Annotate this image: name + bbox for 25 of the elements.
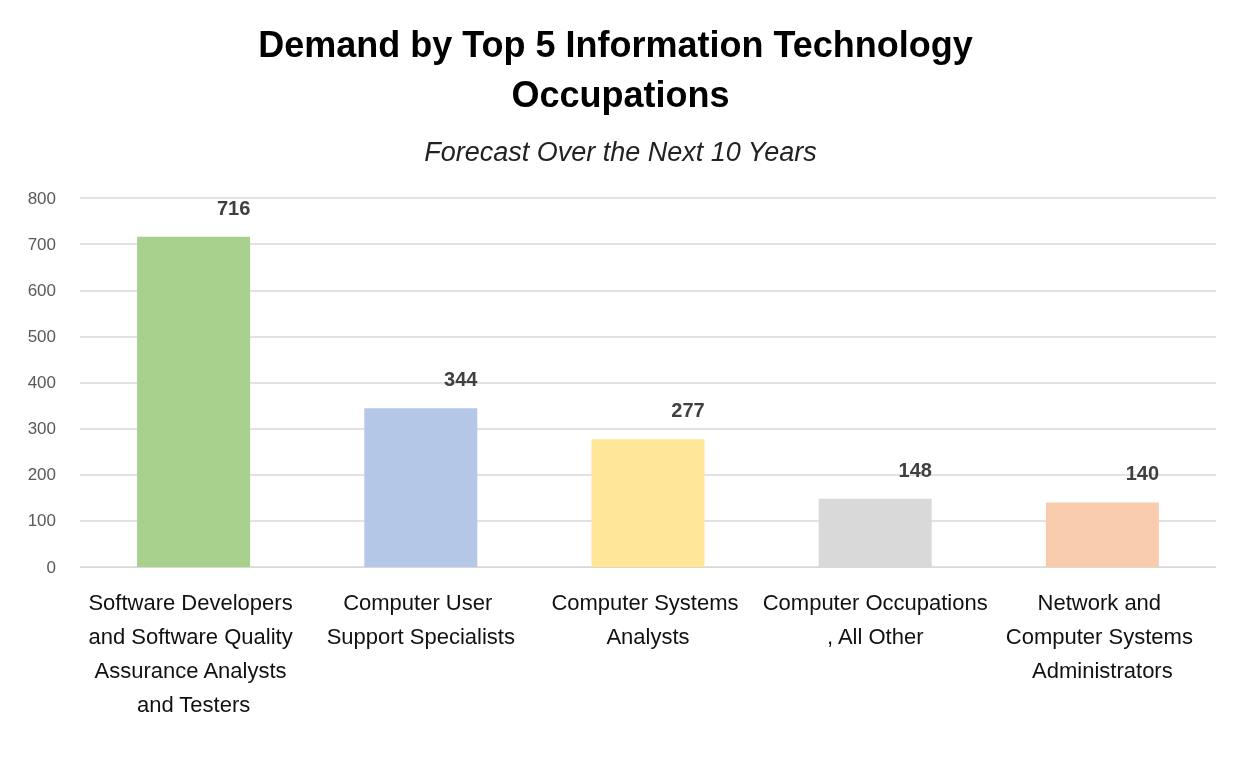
y-tick-label: 800 (27, 188, 56, 208)
y-tick-label: 600 (27, 280, 56, 300)
y-tick-label: 100 (27, 511, 56, 531)
bar (364, 408, 478, 567)
x-tick-label: Network and Computer Systems Administrators (1005, 589, 1199, 683)
x-tick-label: Computer Systems Analysts (551, 589, 745, 649)
bar (591, 439, 705, 567)
y-tick-label: 300 (27, 419, 56, 439)
data-label: 716 (216, 196, 251, 219)
x-tick-label: Computer Occupations, All Other (762, 589, 988, 649)
x-tick-label: Computer User Support Specialists (326, 589, 515, 649)
x-tick-label: Software Developers and Software Quality Assurance Analysts and Testers (88, 589, 299, 717)
y-tick-label: 700 (27, 234, 56, 254)
chart-subtitle: Forecast Over the Next 10 Years (424, 136, 817, 167)
data-label: 140 (1125, 462, 1160, 485)
y-tick-label: 500 (27, 326, 56, 346)
data-label: 344 (444, 368, 479, 391)
y-tick-label: 0 (46, 557, 56, 577)
bar (137, 236, 251, 567)
chart-title: Demand by Top 5 Information Technology Occupations (258, 23, 983, 115)
y-tick-label: 400 (27, 373, 56, 392)
bar (1045, 502, 1159, 567)
data-label: 277 (671, 399, 705, 422)
y-tick-label: 200 (27, 465, 56, 485)
data-label: 148 (898, 458, 932, 481)
